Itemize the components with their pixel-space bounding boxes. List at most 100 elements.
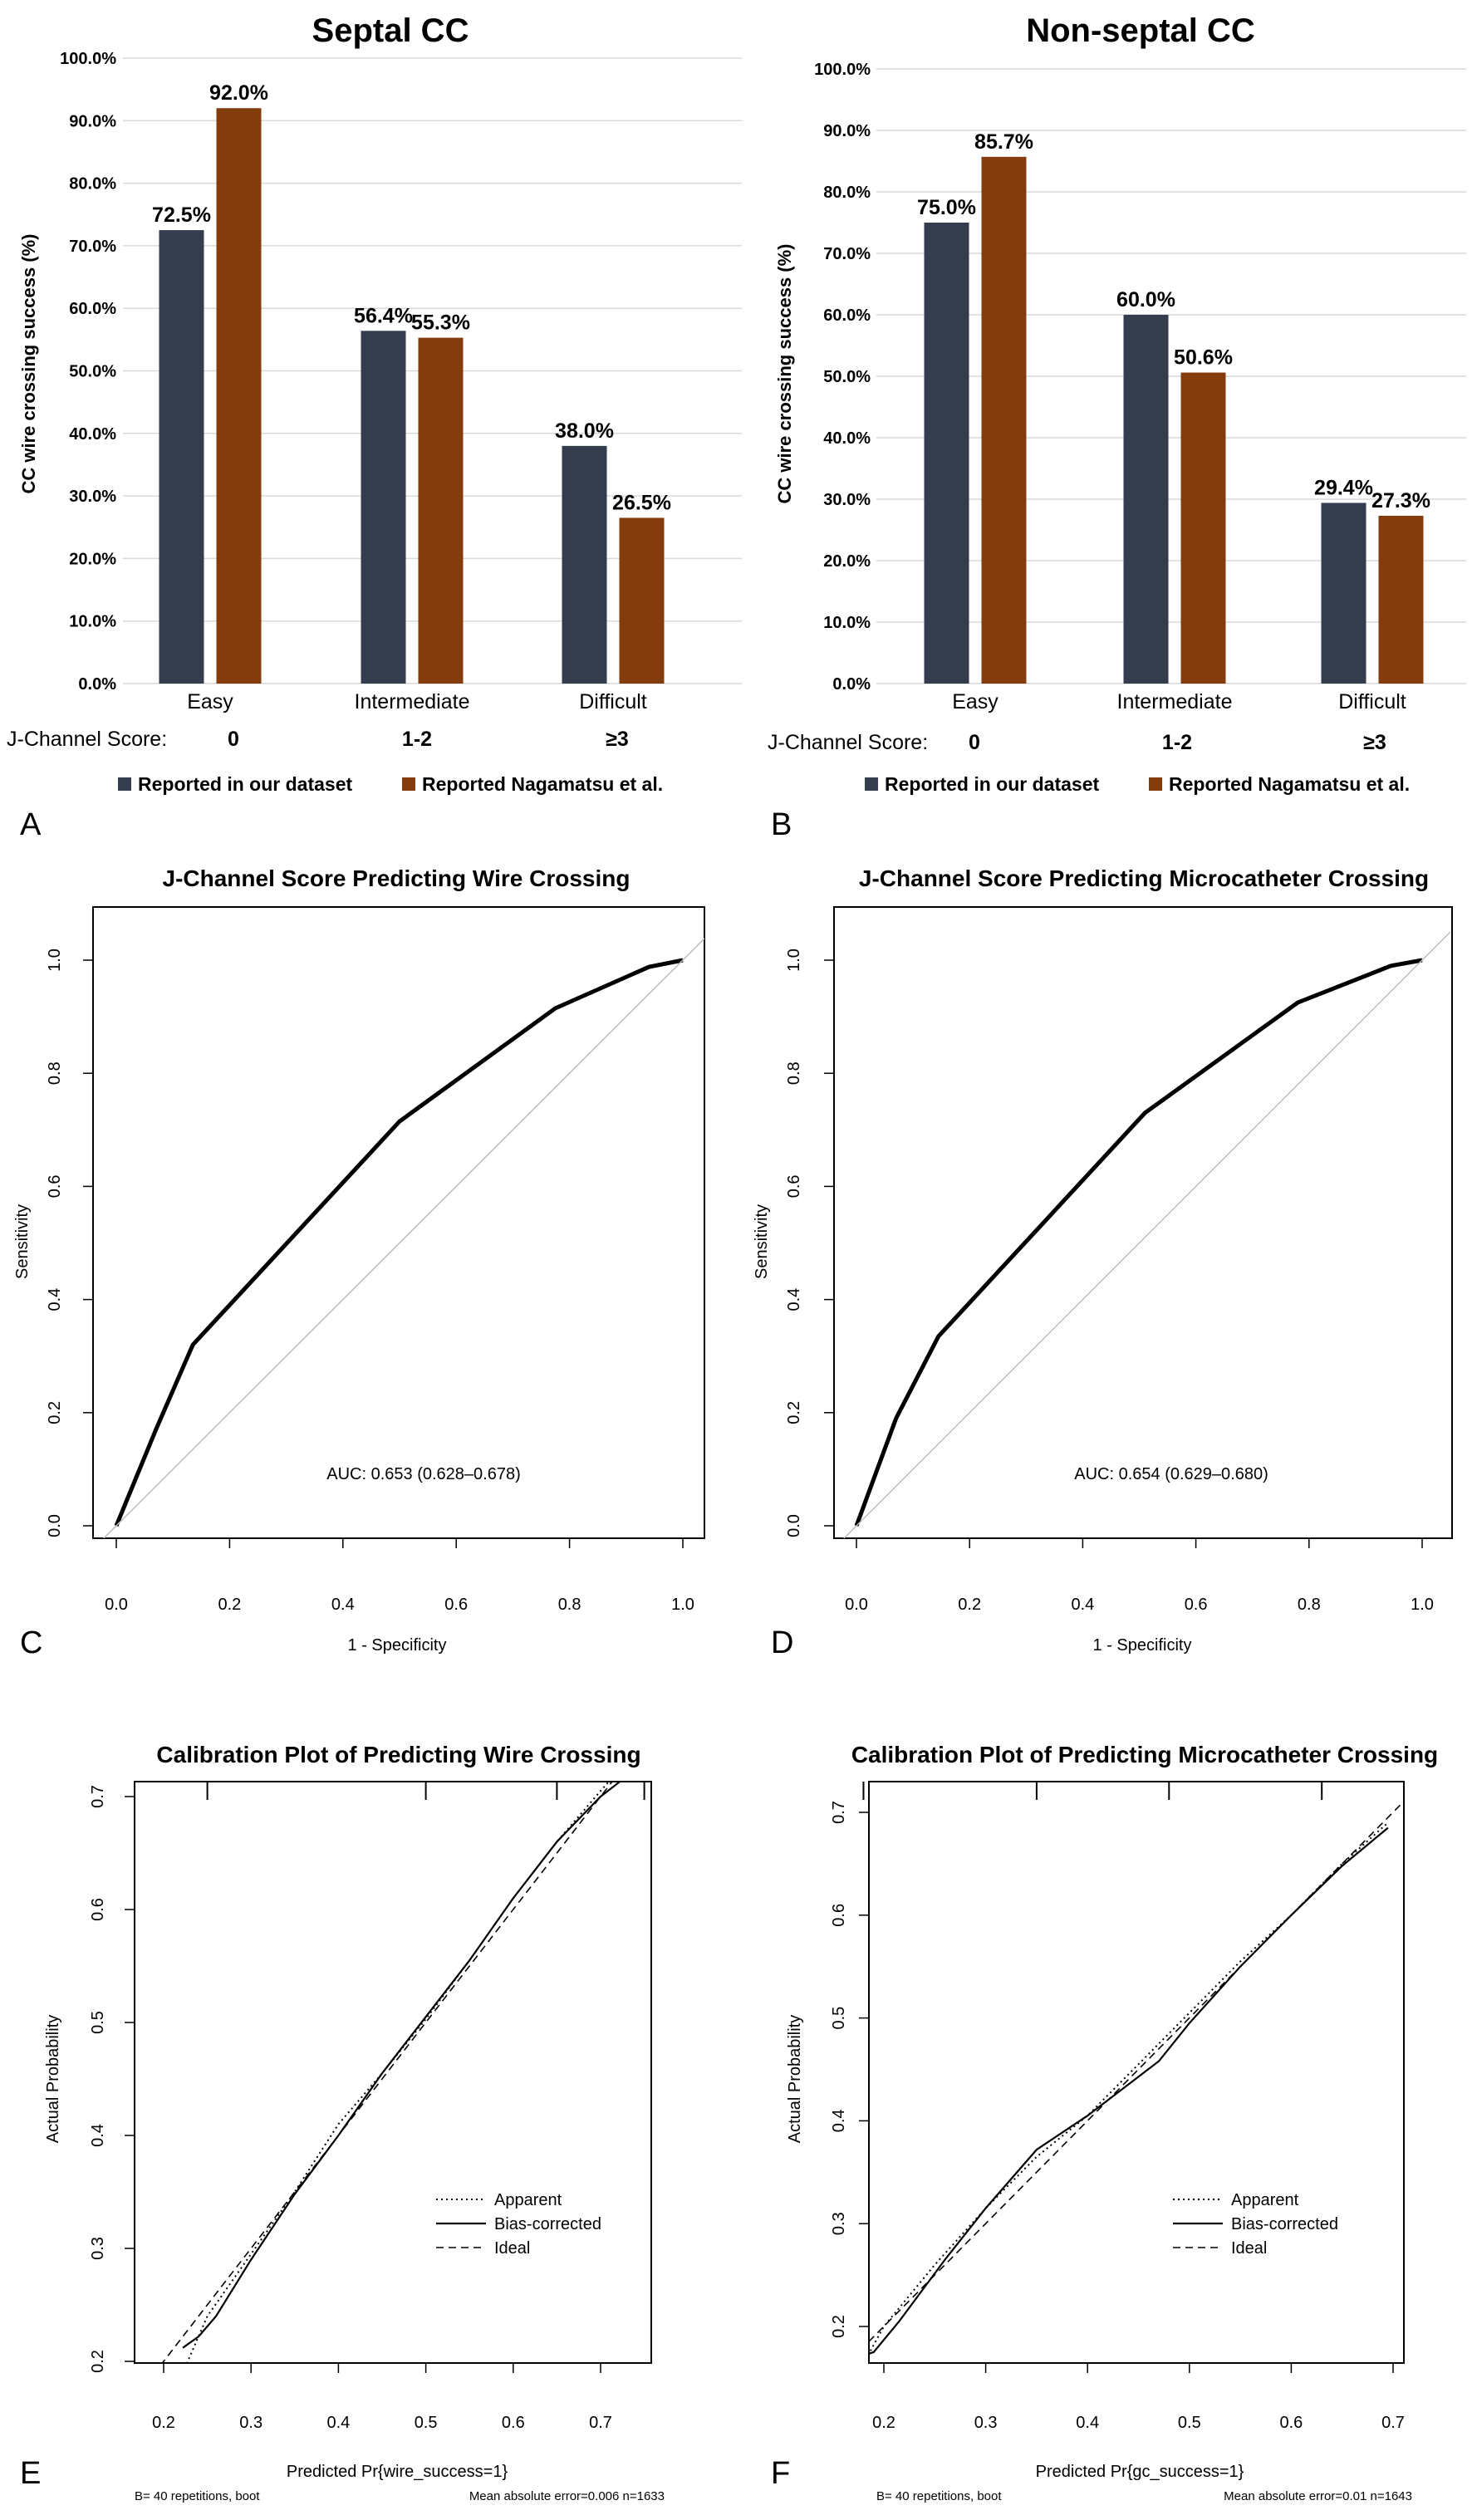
panel-f-footer-right: Mean absolute error=0.01 n=1643: [1224, 2489, 1412, 2503]
panel-d-plot-frame: [833, 906, 1453, 1539]
panel-e-letter: E: [20, 2456, 41, 2491]
score-label: 0: [228, 728, 239, 751]
y-tick-label: 0.6: [46, 1174, 64, 1198]
bar-reported-nagamatsu-et-al--intermediate: [418, 337, 464, 684]
y-tick-label: 80.0%: [69, 175, 116, 194]
bar-reported-in-our-dataset-intermediate: [361, 331, 406, 684]
y-tick-label: 100.0%: [814, 61, 871, 79]
legend-label: Bias-corrected: [494, 2215, 601, 2233]
panel-c-x-axis-label: 1 - Specificity: [348, 1636, 447, 1655]
panel-b-y-axis-label: CC wire crossing success (%): [774, 243, 795, 503]
panel-b-legend: Reported in our dataset Reported Nagamats…: [865, 773, 1410, 795]
panel-b-bars: 75.0% 85.7% 60.0% 50.6% 29.4%27.3%: [917, 130, 1430, 684]
data-label: 60.0%: [1116, 288, 1175, 311]
legend-label: Reported in our dataset: [138, 773, 352, 795]
data-label: 50.6%: [1174, 346, 1233, 370]
panel-d-auc-annotation: AUC: 0.654 (0.629–0.680): [1074, 1465, 1268, 1483]
y-tick-label: 0.2: [785, 1401, 803, 1424]
panel-d-x-axis-label: 1 - Specificity: [1093, 1636, 1192, 1655]
bar-reported-nagamatsu-et-al--easy: [216, 108, 262, 684]
category-label: Intermediate: [355, 690, 470, 713]
x-tick-label: 0.7: [589, 2414, 612, 2432]
score-label: 1-2: [402, 728, 432, 751]
legend-label: Ideal: [494, 2239, 530, 2258]
x-tick-label: 0.4: [1076, 2414, 1099, 2432]
panel-f-y-axis-label: Actual Probability: [786, 2015, 804, 2144]
y-tick-label: 40.0%: [823, 429, 871, 448]
legend-swatch: [402, 777, 415, 791]
y-tick-label: 1.0: [785, 949, 803, 972]
bar-reported-in-our-dataset-easy: [924, 223, 969, 684]
x-tick-label: 0.5: [1178, 2414, 1201, 2432]
panel-e-x-axis-label: Predicted Pr{wire_success=1}: [287, 2463, 508, 2481]
panel-e-legend: Apparent Bias-corrected Ideal: [436, 2191, 601, 2258]
panel-c-title: J-Channel Score Predicting Wire Crossing: [163, 865, 631, 891]
panel-e-calibration-chart: Calibration Plot of Predicting Wire Cros…: [20, 1742, 665, 2503]
y-tick-label: 0.0: [46, 1514, 64, 1537]
panel-a-score-header: J-Channel Score:: [7, 728, 167, 751]
y-tick-label: 0.0%: [832, 675, 871, 694]
y-tick-label: 0.7: [830, 1801, 848, 1824]
score-label: 0: [969, 731, 980, 754]
score-label: 1-2: [1162, 731, 1192, 754]
panel-f-footer-left: B= 40 repetitions, boot: [876, 2489, 1002, 2503]
y-tick-label: 0.2: [46, 1401, 64, 1424]
y-tick-label: 0.7: [89, 1785, 107, 1808]
x-tick-label: 0.5: [415, 2414, 438, 2432]
legend-label: Ideal: [1231, 2239, 1267, 2258]
y-tick-label: 0.3: [89, 2237, 107, 2260]
panel-a-categories: Easy 0 Intermediate 1-2 Difficult ≥3: [187, 690, 647, 751]
data-label: 72.5%: [152, 203, 211, 227]
category-label: Difficult: [579, 690, 647, 713]
data-label: 29.4%: [1314, 476, 1373, 499]
x-tick-label: 0.6: [1185, 1596, 1208, 1614]
x-tick-label: 1.0: [671, 1596, 694, 1614]
y-tick-label: 10.0%: [823, 614, 871, 632]
panel-c-plot-frame: [92, 906, 705, 1539]
panel-a-legend: Reported in our dataset Reported Nagamats…: [118, 773, 663, 795]
x-tick-label: 0.6: [1279, 2414, 1303, 2432]
data-label: 92.0%: [209, 81, 268, 105]
bar-reported-in-our-dataset-intermediate: [1123, 315, 1169, 684]
x-tick-label: 0.8: [558, 1596, 581, 1614]
legend-label: Reported Nagamatsu et al.: [1169, 773, 1410, 795]
y-tick-label: 40.0%: [69, 425, 116, 444]
y-tick-label: 0.4: [46, 1288, 64, 1311]
panel-b-categories: Easy 0 Intermediate 1-2 Difficult ≥3: [952, 690, 1406, 754]
y-tick-label: 0.4: [785, 1288, 803, 1311]
panel-d-y-axis-label: Sensitivity: [753, 1204, 771, 1279]
panel-f-legend: Apparent Bias-corrected Ideal: [1173, 2191, 1338, 2258]
panel-f-x-axis-label: Predicted Pr{gc_success=1}: [1036, 2463, 1244, 2481]
series-line-ideal: [869, 1800, 1404, 2343]
y-tick-label: 10.0%: [69, 613, 116, 631]
bar-reported-nagamatsu-et-al--intermediate: [1180, 372, 1226, 684]
x-tick-label: 0.4: [326, 2414, 350, 2432]
panel-d-letter: D: [771, 1625, 793, 1660]
y-tick-label: 1.0: [46, 949, 64, 972]
x-tick-label: 0.0: [105, 1596, 128, 1614]
bar-reported-nagamatsu-et-al--difficult: [619, 517, 665, 684]
data-label: 38.0%: [555, 419, 614, 443]
bar-reported-in-our-dataset-difficult: [562, 445, 607, 684]
series-line-reference: [842, 931, 1451, 1538]
series-line-apparent: [869, 1821, 1389, 2356]
panel-d-roc-chart: J-Channel Score Predicting Microcatheter…: [753, 865, 1453, 1660]
series-line-roc: [854, 958, 1423, 1527]
series-line-bias-corrected: [869, 1826, 1389, 2355]
x-tick-label: 0.3: [239, 2414, 263, 2432]
panel-c-letter: C: [20, 1625, 42, 1660]
data-label: 85.7%: [974, 130, 1033, 154]
y-tick-label: 0.0: [785, 1514, 803, 1537]
bar-reported-in-our-dataset-easy: [159, 230, 204, 684]
y-tick-label: 0.0%: [78, 675, 116, 694]
series-line-ideal: [161, 1782, 613, 2363]
series-line-roc: [114, 958, 684, 1527]
data-label: 26.5%: [612, 491, 671, 514]
data-label: 55.3%: [411, 311, 470, 335]
legend-label: Reported Nagamatsu et al.: [422, 773, 663, 795]
y-tick-label: 60.0%: [823, 306, 871, 325]
panel-c-auc-annotation: AUC: 0.653 (0.628–0.678): [326, 1465, 521, 1483]
panel-c-y-axis-label: Sensitivity: [13, 1204, 32, 1279]
y-tick-label: 50.0%: [69, 363, 116, 381]
